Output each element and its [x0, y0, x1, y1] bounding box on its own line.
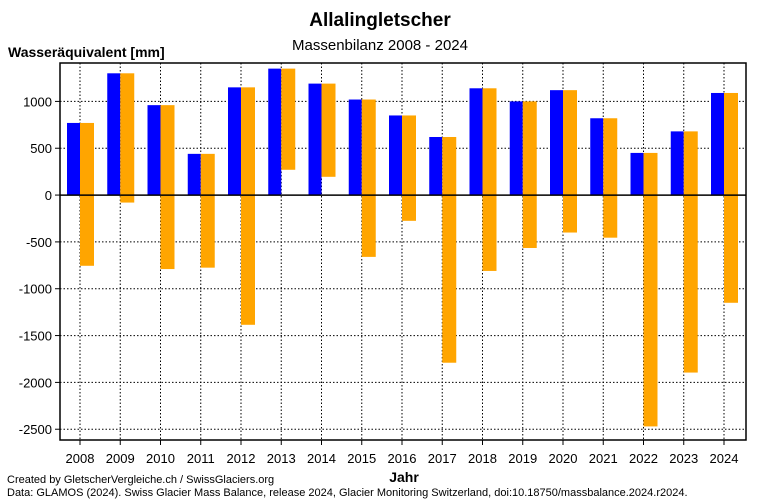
annual-balance-bar-2024	[724, 92, 738, 303]
winter-balance-bar-2014	[308, 83, 322, 196]
annual-balance-bar-2014	[321, 83, 336, 177]
x-tick-label: 2020	[549, 451, 578, 466]
x-tick-label: 2019	[508, 451, 537, 466]
x-tick-label: 2013	[267, 451, 296, 466]
winter-balance-bar-2015	[348, 99, 362, 196]
x-tick-label: 2008	[66, 451, 95, 466]
annual-balance-bar-2013	[281, 68, 296, 170]
annual-balance-bar-2021	[603, 118, 618, 238]
winter-balance-bar-2017	[429, 136, 443, 196]
y-tick-label: -1500	[19, 329, 52, 344]
x-tick-label: 2009	[106, 451, 135, 466]
winter-balance-bar-2013	[268, 68, 282, 196]
annual-balance-bar-2015	[361, 99, 376, 257]
x-tick-label: 2018	[468, 451, 497, 466]
annual-balance-bar-2009	[120, 73, 135, 203]
winter-balance-bar-2024	[711, 92, 724, 196]
winter-balance-bar-2008	[67, 122, 80, 196]
annual-balance-bar-2016	[402, 115, 416, 221]
plot-frame	[59, 62, 747, 441]
x-tick-label: 2021	[589, 451, 618, 466]
annual-balance-bar-2019	[522, 101, 537, 248]
y-tick-label: -1000	[19, 282, 52, 297]
winter-balance-bar-2018	[469, 88, 483, 196]
x-tick-label: 2022	[629, 451, 658, 466]
annual-balance-bar-2011	[200, 153, 215, 268]
y-tick-label: -500	[26, 235, 52, 250]
winter-balance-bar-2022	[630, 152, 644, 196]
annual-balance-bar-2020	[563, 90, 577, 233]
y-tick-label: -2500	[19, 422, 52, 437]
winter-balance-bar-2016	[389, 115, 402, 196]
winter-balance-bar-2010	[147, 105, 161, 196]
y-tick-label: 1000	[23, 94, 52, 109]
x-tick-label: 2011	[187, 451, 215, 466]
winter-balance-bar-2020	[550, 90, 563, 196]
annual-balance-bar-2022	[643, 152, 658, 427]
y-tick-label: 0	[45, 188, 52, 203]
annual-balance-bar-2017	[442, 136, 457, 363]
annual-balance-bar-2018	[482, 88, 497, 271]
winter-balance-bar-2011	[187, 153, 201, 196]
winter-balance-bar-2021	[590, 118, 604, 196]
source-text: Data: GLAMOS (2024). Swiss Glacier Mass …	[7, 487, 688, 499]
winter-balance-bar-2009	[107, 73, 121, 196]
y-axis-label: Wasseräquivalent [mm]	[8, 44, 165, 60]
x-tick-label: 2014	[307, 451, 336, 466]
x-tick-label: 2012	[227, 451, 256, 466]
chart-subtitle: Massenbilanz 2008 - 2024	[292, 37, 468, 54]
x-tick-label: 2024	[710, 451, 739, 466]
chart-title: Allalingletscher	[309, 10, 451, 31]
x-tick-label: 2016	[388, 451, 417, 466]
x-tick-label: 2017	[428, 451, 457, 466]
winter-balance-bar-2012	[228, 87, 241, 196]
x-tick-label: 2015	[347, 451, 376, 466]
y-tick-label: -2000	[19, 375, 52, 390]
credit-text: Created by GletscherVergleiche.ch / Swis…	[7, 474, 274, 486]
x-tick-label: 2010	[146, 451, 175, 466]
annual-balance-bar-2010	[160, 105, 175, 270]
winter-balance-bar-2019	[509, 101, 523, 196]
x-tick-label: 2023	[669, 451, 698, 466]
winter-balance-bar-2023	[670, 131, 684, 196]
annual-balance-bar-2023	[683, 131, 698, 373]
x-axis-label: Jahr	[389, 469, 419, 485]
y-tick-label: 500	[30, 141, 52, 156]
annual-balance-bar-2012	[241, 87, 255, 325]
